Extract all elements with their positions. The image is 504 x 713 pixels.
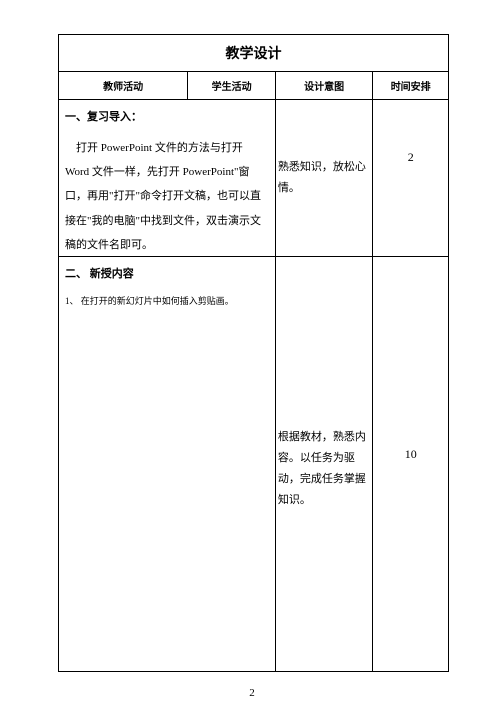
table-row: 一、复习导入： 打开 PowerPoint 文件的方法与打开 Word 文件一样… xyxy=(59,100,448,257)
review-paragraph: 打开 PowerPoint 文件的方法与打开 Word 文件一样，先打开 Pow… xyxy=(65,136,269,257)
table-header-row: 教师活动 学生活动 设计意图 时间安排 xyxy=(59,72,448,100)
teacher-activity-cell: 二、 新授内容 1、 在打开的新幻灯片中如何插入剪贴画。 xyxy=(59,257,276,671)
table-title: 教学设计 xyxy=(59,35,448,72)
design-intent-cell: 熟悉知识，放松心情。 xyxy=(276,100,374,256)
header-intent: 设计意图 xyxy=(276,72,374,99)
header-student: 学生活动 xyxy=(188,72,276,99)
design-intent-cell: 根据教材，熟悉内容。以任务为驱动，完成任务掌握知识。 xyxy=(276,257,374,671)
time-cell: 10 xyxy=(373,257,448,671)
teacher-activity-cell: 一、复习导入： 打开 PowerPoint 文件的方法与打开 Word 文件一样… xyxy=(59,100,276,256)
page-number: 2 xyxy=(0,687,504,699)
lesson-plan-table: 教学设计 教师活动 学生活动 设计意图 时间安排 一、复习导入： 打开 Powe… xyxy=(58,34,449,672)
header-time: 时间安排 xyxy=(373,72,448,99)
new-content-note: 1、 在打开的新幻灯片中如何插入剪贴画。 xyxy=(65,293,269,309)
intent-text: 熟悉知识，放松心情。 xyxy=(278,157,371,199)
intent-text: 根据教材，熟悉内容。以任务为驱动，完成任务掌握知识。 xyxy=(278,431,366,506)
header-teacher: 教师活动 xyxy=(59,72,188,99)
section-heading-review: 一、复习导入： xyxy=(65,108,269,124)
time-cell: 2 xyxy=(373,100,448,256)
table-row: 二、 新授内容 1、 在打开的新幻灯片中如何插入剪贴画。 根据教材，熟悉内容。以… xyxy=(59,257,448,671)
section-heading-new: 二、 新授内容 xyxy=(65,265,269,281)
